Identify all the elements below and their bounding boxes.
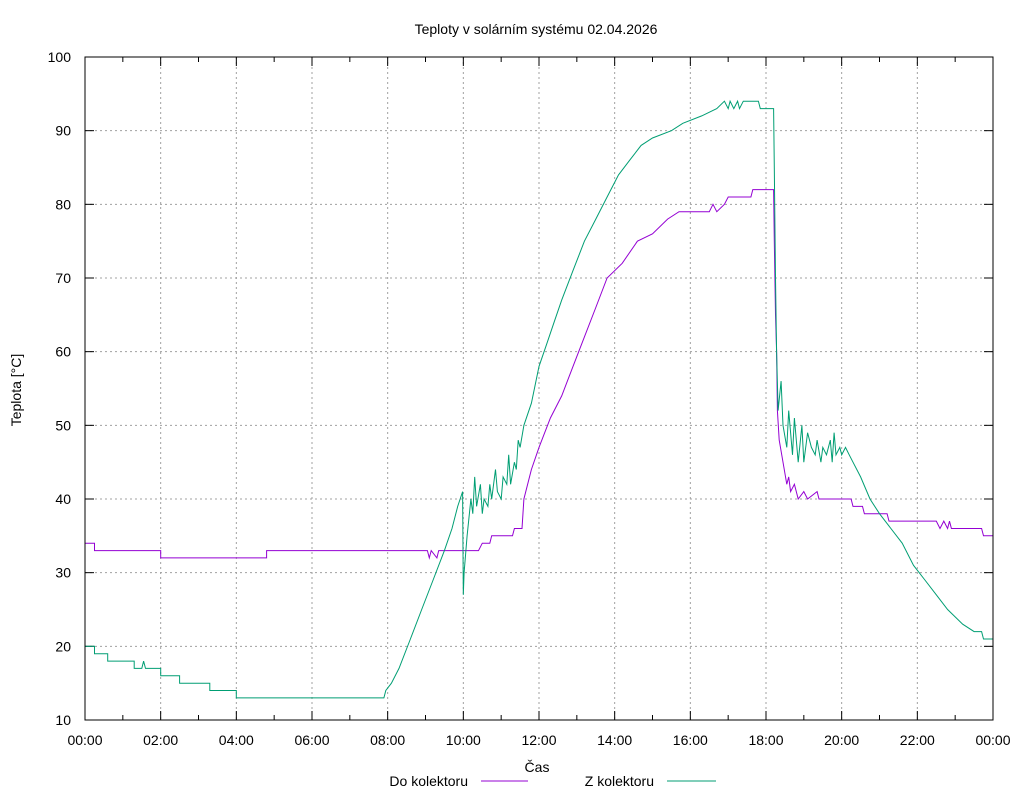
y-axis-label: Teplota [°C] (8, 354, 24, 427)
y-tick-label: 70 (55, 270, 71, 286)
x-tick-label: 14:00 (597, 732, 632, 748)
y-tick-label: 40 (55, 491, 71, 507)
x-tick-label: 02:00 (143, 732, 178, 748)
x-tick-labels: 00:00 02:00 04:00 06:00 08:00 10:00 12:00 14:00… (67, 732, 1010, 748)
series-line-do-kolektoru (85, 189, 993, 560)
legend-label: Do kolektoru (389, 773, 468, 789)
x-tick-label: 18:00 (748, 732, 783, 748)
y-tick-label: 100 (48, 49, 72, 65)
y-tick-label: 10 (55, 712, 71, 728)
y-tick-label: 60 (55, 344, 71, 360)
chart-title: Teploty v solárním systému 02.04.2026 (415, 21, 658, 37)
y-tick-label: 50 (55, 417, 71, 433)
x-tick-label: 20:00 (824, 732, 859, 748)
y-tick-label: 20 (55, 638, 71, 654)
x-tick-label: 12:00 (521, 732, 556, 748)
series-lines (85, 99, 993, 699)
legend: Do kolektoru Z kolektoru (389, 773, 716, 789)
grid-lines (85, 57, 993, 720)
x-tick-label: 16:00 (673, 732, 708, 748)
x-tick-label: 04:00 (219, 732, 254, 748)
x-axis-label: Čas (525, 759, 550, 775)
plot-border (84, 56, 994, 721)
x-tick-label: 00:00 (975, 732, 1010, 748)
x-tick-label: 08:00 (370, 732, 405, 748)
x-tick-label: 10:00 (446, 732, 481, 748)
legend-label: Z kolektoru (585, 773, 654, 789)
y-tick-label: 30 (55, 565, 71, 581)
y-tick-label: 80 (55, 196, 71, 212)
x-tick-label: 06:00 (294, 732, 329, 748)
y-tick-label: 90 (55, 123, 71, 139)
series-line-z-kolektoru (85, 99, 993, 699)
x-tick-label: 00:00 (67, 732, 102, 748)
y-tick-labels: 10 20 30 40 50 60 70 80 90 100 (48, 49, 72, 728)
x-tick-label: 22:00 (900, 732, 935, 748)
